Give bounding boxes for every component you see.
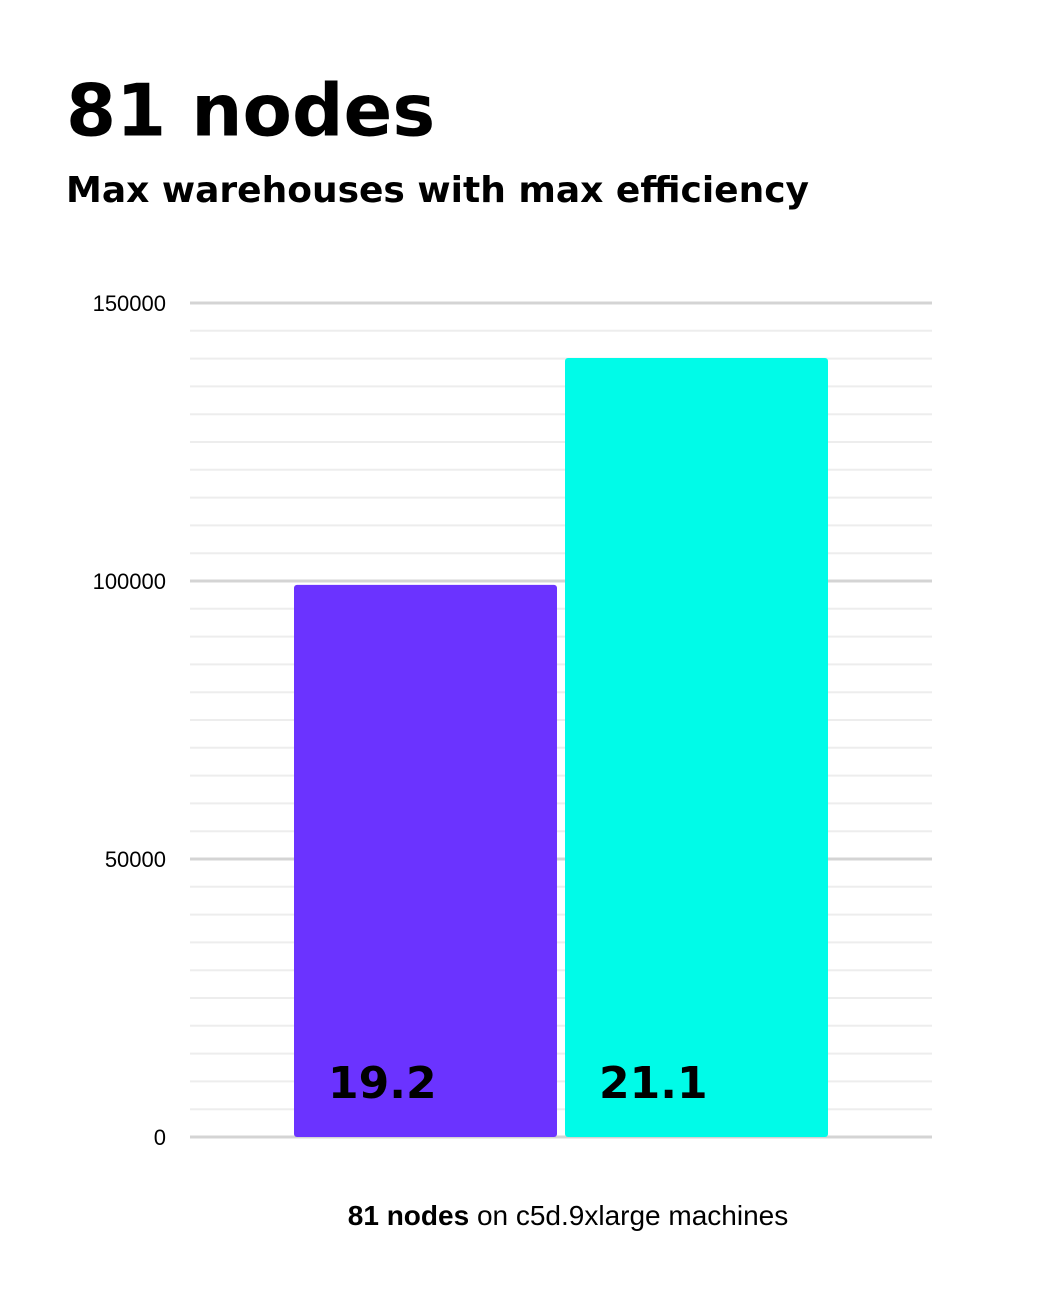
y-tick-label: 50000 [105,847,166,872]
bar-label: 21.1 [599,1058,708,1109]
chart-title: 81 nodes [66,69,435,153]
y-tick-label: 0 [154,1125,166,1150]
bar [565,358,828,1137]
y-tick-label: 150000 [93,291,166,316]
x-axis-label-bold: 81 nodes [348,1200,469,1231]
bar [294,584,557,1137]
x-axis-label: 81 nodes on c5d.9xlarge machines [348,1200,788,1231]
bar-label: 19.2 [328,1058,437,1109]
x-axis-label-rest: on c5d.9xlarge machines [477,1200,788,1231]
y-tick-label: 100000 [93,569,166,594]
chart-subtitle: Max warehouses with max efficiency [66,170,809,211]
